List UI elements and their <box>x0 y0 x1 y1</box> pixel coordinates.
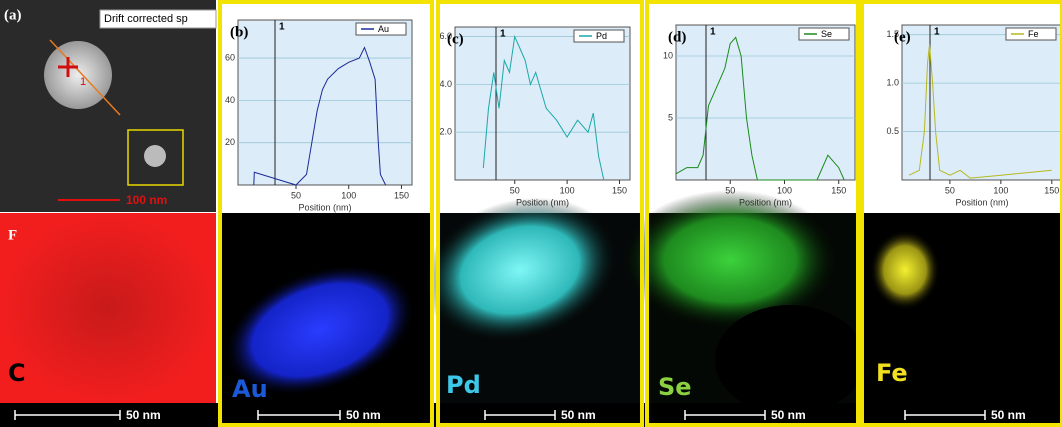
y-tick-label: 40 <box>225 95 235 105</box>
scale-label: 50 nm <box>991 408 1026 422</box>
scale-bar <box>904 410 986 420</box>
data-line <box>253 46 387 186</box>
scan-line <box>49 39 121 116</box>
border <box>860 0 1062 427</box>
y-tick-label: 0.5 <box>886 126 899 136</box>
scale-label: 50 nm <box>346 408 381 422</box>
se-hole <box>715 305 865 415</box>
x-tick-label: 50 <box>945 185 955 195</box>
legend-box <box>798 27 850 41</box>
y-tick-label: 4.0 <box>439 79 452 89</box>
panel-label: (d) <box>668 29 686 45</box>
x-tick-label: 50 <box>291 190 301 200</box>
map-c <box>0 213 216 403</box>
roi-box <box>127 129 184 186</box>
data-line <box>908 44 1052 179</box>
cursor-label: 1 <box>934 27 940 38</box>
legend-box <box>355 22 407 36</box>
marker-label: 1 <box>80 76 86 88</box>
line-chart: 20 40 60 50 100 150 Position (nm) 1 (b) Au <box>222 4 430 212</box>
maps: F C 50 nm Au 50 nm Pd 50 nm Se 50 nm Fe 50 nm <box>0 190 1062 427</box>
cursor-label: 1 <box>279 22 285 33</box>
scale-label: 100 nm <box>126 193 167 207</box>
x-tick-label: 150 <box>1044 185 1059 195</box>
cross-marker <box>58 57 78 77</box>
pd-signal <box>421 197 619 343</box>
scale-bar <box>684 410 766 420</box>
y-tick-label: 1.0 <box>886 78 899 88</box>
x-tick-label: 150 <box>612 185 627 195</box>
x-tick-label: 100 <box>560 185 575 195</box>
border <box>436 0 644 427</box>
y-tick-label: 20 <box>225 137 235 147</box>
element-label: Se <box>658 373 692 401</box>
panel-borders <box>218 0 1062 427</box>
element-label: Au <box>232 375 268 403</box>
panel-label: (e) <box>894 29 911 45</box>
scale-bar <box>257 410 341 420</box>
scale-label: 50 nm <box>126 408 161 422</box>
x-tick-label: 100 <box>777 185 792 195</box>
x-tick-label: 150 <box>394 190 409 200</box>
au-signal <box>223 264 417 396</box>
legend-box <box>573 29 625 43</box>
element-label: Pd <box>446 371 481 399</box>
data-line <box>482 34 605 181</box>
plot-area <box>454 26 631 181</box>
tem-image <box>0 0 216 212</box>
legend-label: Au <box>378 24 389 34</box>
element-label: F <box>8 227 17 243</box>
x-axis-label: Position (nm) <box>298 202 351 212</box>
caption: Drift corrected sp <box>104 13 188 25</box>
data-line <box>675 36 845 181</box>
y-tick-label: 1.5 <box>886 29 899 39</box>
legend-box <box>1005 27 1057 41</box>
scale-label: 50 nm <box>771 408 806 422</box>
scale-bar <box>484 410 556 420</box>
element-label: C <box>8 359 26 387</box>
y-tick-label: 5 <box>668 112 673 122</box>
x-tick-label: 50 <box>510 185 520 195</box>
scale-bar <box>14 410 121 420</box>
panel-label: (a) <box>4 7 22 23</box>
panel-label: (c) <box>447 31 464 47</box>
element-label: Fe <box>876 359 908 387</box>
plot-area <box>237 19 413 186</box>
border <box>645 0 860 427</box>
legend-label: Pd <box>596 31 607 41</box>
y-tick-label: 60 <box>225 52 235 62</box>
panel-label: (b) <box>230 24 248 40</box>
cursor-label: 1 <box>710 27 716 38</box>
border <box>218 0 434 427</box>
se-signal <box>620 190 840 330</box>
particle <box>144 145 166 167</box>
y-tick-label: 2.0 <box>439 127 452 137</box>
y-tick-label: 10 <box>663 50 673 60</box>
fe-signal <box>870 230 940 310</box>
x-tick-label: 100 <box>341 190 356 200</box>
legend-label: Se <box>821 29 832 39</box>
x-tick-label: 150 <box>831 185 846 195</box>
particle <box>44 41 112 109</box>
legend-label: Fe <box>1028 29 1039 39</box>
x-axis-label: Position (nm) <box>955 197 1008 207</box>
line-chart: 0.5 1.0 1.5 50 100 150 Position (nm) 1 (e) Fe <box>864 4 1062 210</box>
line-chart: 51050100150Position (nm)1(d)Se <box>649 4 856 210</box>
x-tick-label: 100 <box>993 185 1008 195</box>
cursor-label: 1 <box>500 29 506 40</box>
caption-box <box>99 9 217 29</box>
scale-label: 50 nm <box>561 408 596 422</box>
y-tick-label: 6.0 <box>439 31 452 41</box>
